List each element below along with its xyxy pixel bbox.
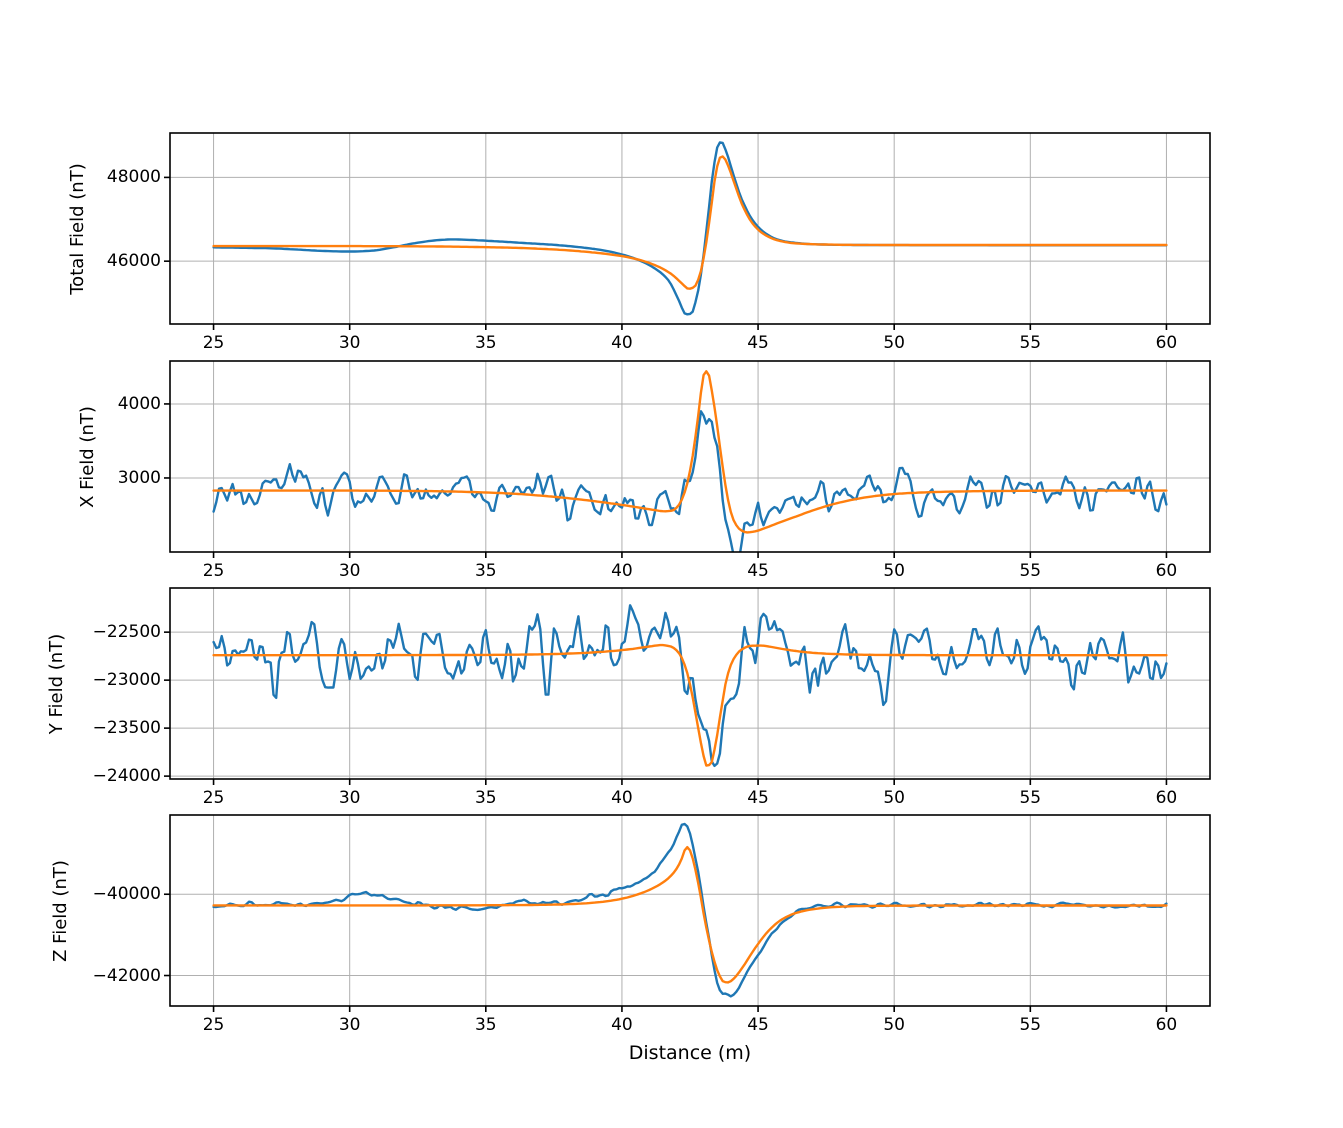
y-tick-label: −24000 bbox=[92, 766, 161, 787]
x-tick-label: 35 bbox=[474, 1015, 497, 1035]
x-tick-label: 25 bbox=[202, 333, 225, 353]
x-tick-label: 60 bbox=[1155, 561, 1178, 581]
x-tick-label: 50 bbox=[883, 333, 905, 353]
y-tick-label: −23500 bbox=[92, 718, 161, 739]
axes-spines bbox=[169, 360, 1211, 553]
x-tick-label: 25 bbox=[202, 788, 225, 808]
x-tick-label: 25 bbox=[202, 561, 225, 581]
x-tick-label: 30 bbox=[338, 333, 361, 353]
x-tick-label: 60 bbox=[1155, 788, 1178, 808]
y-tick-label: 48000 bbox=[106, 167, 161, 188]
series-line-simulated bbox=[212, 643, 1168, 767]
x-tick-label: 50 bbox=[883, 1015, 905, 1035]
y-axis-label-total-field: Total Field (nT) bbox=[67, 162, 88, 295]
x-tick-label: 55 bbox=[1019, 788, 1042, 808]
x-tick-label: 30 bbox=[338, 561, 361, 581]
y-tick-label: 3000 bbox=[117, 467, 161, 488]
series-line-observed bbox=[212, 410, 1168, 552]
y-tick-label: −23000 bbox=[92, 670, 161, 691]
plot-canvas-2 bbox=[164, 587, 1211, 785]
x-tick-label: 60 bbox=[1155, 333, 1178, 353]
y-tick-label: 46000 bbox=[106, 251, 161, 272]
y-tick-label: 4000 bbox=[117, 393, 161, 414]
axes-spines bbox=[169, 132, 1211, 325]
series-line-simulated bbox=[212, 846, 1168, 984]
x-tick-label: 35 bbox=[474, 788, 497, 808]
plot-canvas-1 bbox=[164, 360, 1211, 558]
x-tick-label: 40 bbox=[611, 333, 633, 353]
series-line-simulated-total-field bbox=[212, 155, 1168, 290]
x-tick-label: 25 bbox=[202, 1015, 225, 1035]
x-tick-label: 50 bbox=[883, 788, 905, 808]
x-tick-label: 50 bbox=[883, 561, 905, 581]
plot-canvas-0 bbox=[164, 132, 1211, 330]
y-tick-label: −22500 bbox=[92, 622, 161, 643]
x-tick-label: 45 bbox=[747, 788, 769, 808]
y-tick-label: −42000 bbox=[92, 965, 161, 986]
x-axis-label: Distance (m) bbox=[628, 1042, 752, 1064]
axes-spines bbox=[169, 587, 1211, 780]
x-tick-label: 35 bbox=[474, 333, 497, 353]
plot-canvas-3 bbox=[164, 814, 1211, 1012]
x-tick-label: 35 bbox=[474, 561, 497, 581]
x-tick-label: 40 bbox=[611, 1015, 633, 1035]
x-tick-label: 45 bbox=[747, 1015, 769, 1035]
y-tick-label: −40000 bbox=[92, 884, 161, 905]
x-tick-label: 30 bbox=[338, 1015, 361, 1035]
x-tick-label: 45 bbox=[747, 333, 769, 353]
y-axis-label-z-field: Z Field (nT) bbox=[50, 859, 71, 962]
y-axis-label-x-field: X Field (nT) bbox=[77, 405, 98, 508]
x-tick-label: 30 bbox=[338, 788, 361, 808]
x-tick-label: 40 bbox=[611, 561, 633, 581]
x-tick-label: 55 bbox=[1019, 561, 1042, 581]
x-tick-label: 60 bbox=[1155, 1015, 1178, 1035]
x-tick-label: 55 bbox=[1019, 1015, 1042, 1035]
x-tick-label: 55 bbox=[1019, 333, 1042, 353]
x-tick-label: 45 bbox=[747, 561, 769, 581]
series-line-simulated bbox=[212, 370, 1168, 534]
x-tick-label: 40 bbox=[611, 788, 633, 808]
axes-spines bbox=[169, 814, 1211, 1007]
